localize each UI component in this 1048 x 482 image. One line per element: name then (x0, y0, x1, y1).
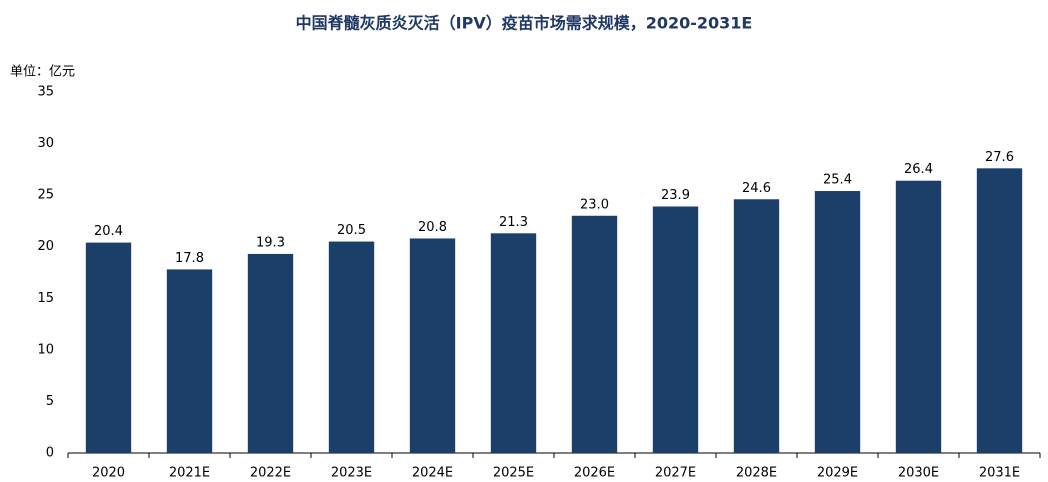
x-tick-label: 2026E (574, 466, 615, 481)
bar (85, 242, 132, 453)
y-tick-label: 0 (46, 446, 54, 461)
value-label: 23.9 (661, 188, 690, 203)
y-tick-label: 10 (37, 342, 54, 357)
x-tick-label: 2027E (655, 466, 696, 481)
x-tick-label: 2028E (736, 466, 777, 481)
bar (490, 233, 537, 453)
value-label: 23.0 (580, 197, 609, 212)
value-label: 20.5 (337, 223, 366, 238)
chart-title: 中国脊髓灰质炎灭活（IPV）疫苗市场需求规模，2020-2031E (296, 14, 753, 33)
y-tick-label: 30 (37, 136, 54, 151)
y-tick-label: 20 (37, 239, 54, 254)
x-tick-label: 2020 (92, 466, 125, 481)
x-tick-label: 2021E (169, 466, 210, 481)
bar (895, 180, 942, 453)
x-tick-label: 2029E (817, 466, 858, 481)
x-tick-label: 2030E (898, 466, 939, 481)
value-label: 25.4 (823, 173, 852, 188)
y-axis-label: 单位：亿元 (10, 65, 75, 80)
bar (733, 199, 780, 453)
bar (328, 241, 375, 453)
bar (409, 238, 456, 453)
value-label: 20.8 (418, 220, 447, 235)
value-label: 19.3 (256, 235, 285, 250)
value-label: 27.6 (985, 150, 1014, 165)
x-tick-label: 2023E (331, 466, 372, 481)
bar (571, 215, 618, 453)
bar (652, 206, 699, 453)
bar (976, 168, 1023, 453)
x-tick-label: 2024E (412, 466, 453, 481)
value-label: 26.4 (904, 162, 933, 177)
bar (166, 269, 213, 453)
value-label: 17.8 (175, 251, 204, 266)
y-tick-label: 5 (46, 394, 54, 409)
bar (247, 253, 294, 453)
value-label: 21.3 (499, 215, 528, 230)
bar (814, 191, 861, 453)
y-tick-label: 15 (37, 291, 54, 306)
value-label: 24.6 (742, 181, 771, 196)
x-tick-label: 2025E (493, 466, 534, 481)
y-tick-label: 25 (37, 188, 54, 203)
value-label: 20.4 (94, 224, 123, 239)
x-tick-label: 2022E (250, 466, 291, 481)
y-tick-label: 35 (37, 85, 54, 100)
x-tick-label: 2031E (979, 466, 1020, 481)
